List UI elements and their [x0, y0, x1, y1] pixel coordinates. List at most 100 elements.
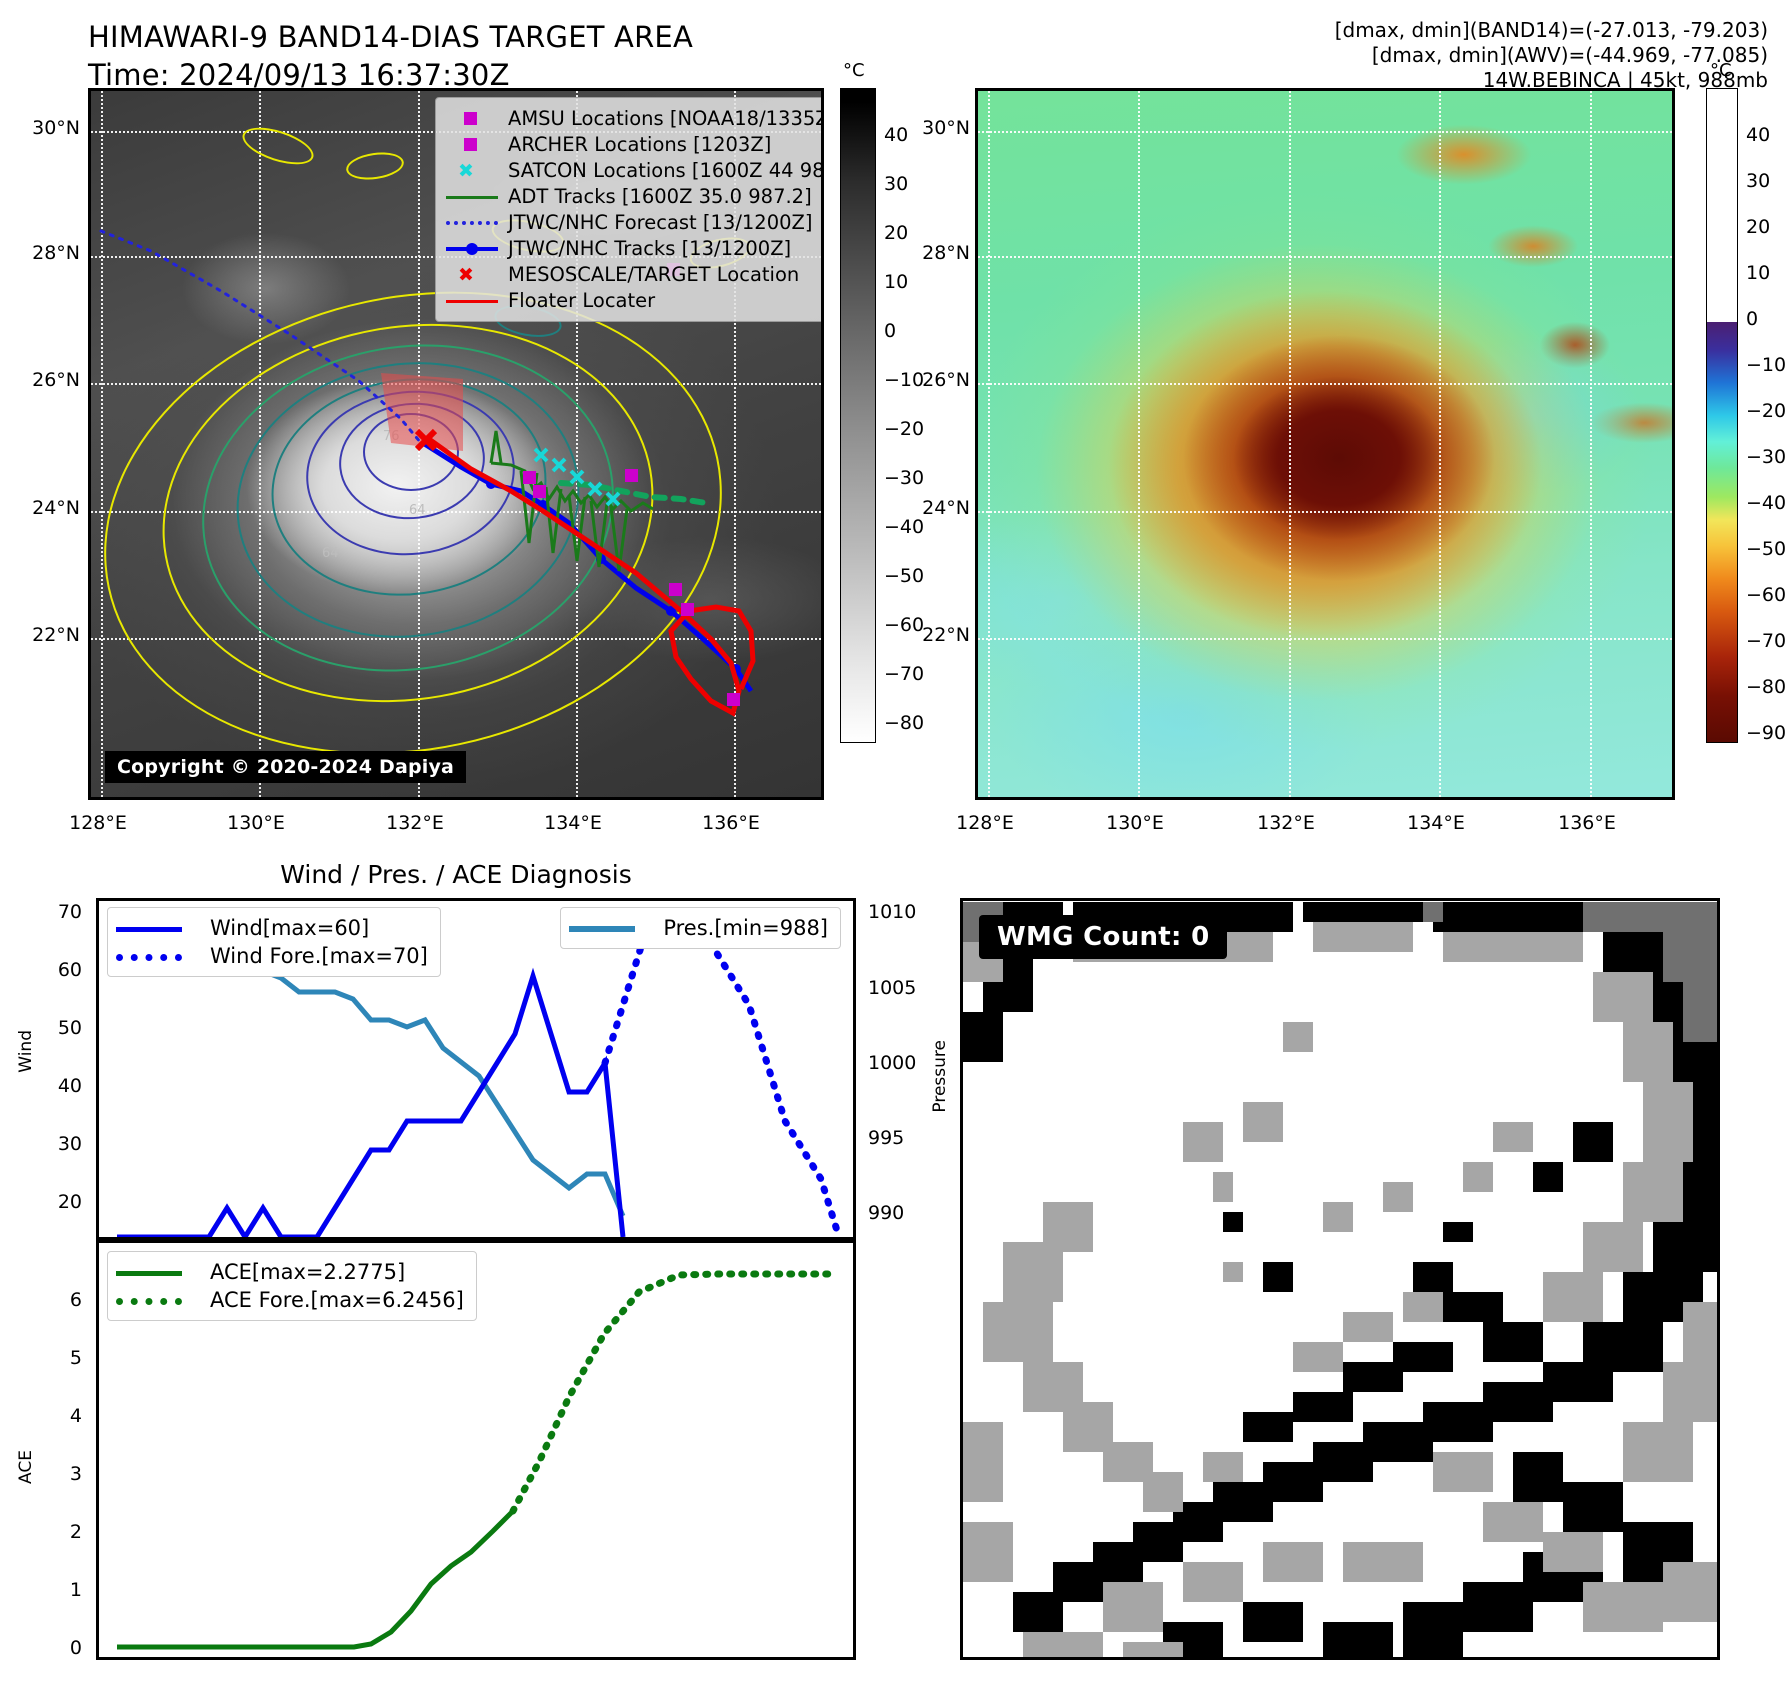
- ace-ytick-3: 3: [69, 1463, 82, 1485]
- wind-ytick-20: 20: [57, 1191, 82, 1213]
- cb-right-tick-m10: −10: [1746, 354, 1787, 376]
- ytick-right-28N: 28°N: [922, 242, 970, 264]
- ace-ytick-5: 5: [69, 1347, 82, 1369]
- cb-right-tick-m20: −20: [1746, 400, 1787, 422]
- wind-legend-swatch-dotted: [116, 942, 210, 970]
- legend-swatch-floater: [446, 287, 508, 313]
- enhanced-ir-map[interactable]: [975, 88, 1675, 800]
- copyright-badge: Copyright © 2020-2024 Dapiya: [105, 751, 467, 783]
- pres-ytick-1010: 1010: [868, 901, 917, 923]
- ytick-left-30N: 30°N: [32, 117, 80, 139]
- legend-row-archer: ARCHER Locations [1203Z]: [446, 131, 821, 157]
- xtick-left-134E: 134°E: [544, 812, 602, 834]
- cb-right-tick-m80: −80: [1746, 676, 1787, 698]
- legend-label-amsu: AMSU Locations [NOAA18/1335Z 43 989]: [508, 106, 824, 130]
- gridline-r-28N: [978, 256, 1672, 258]
- pres-ytick-995: 995: [868, 1127, 905, 1149]
- cb-left-tick-m70: −70: [884, 663, 925, 685]
- wind-legend-label-fore: Wind Fore.[max=70]: [210, 944, 428, 968]
- legend-row-adt: ADT Tracks [1600Z 35.0 987.2]: [446, 183, 821, 209]
- ace-legend: ACE[max=2.2775] ACE Fore.[max=6.2456]: [107, 1251, 477, 1321]
- dotted-line-icon: [116, 953, 182, 961]
- cb-left-tick-m30: −30: [884, 467, 925, 489]
- ace-legend-swatch-dotted: [116, 1286, 210, 1314]
- title-line-2: Time: 2024/09/13 16:37:30Z: [88, 58, 510, 92]
- wind-ytick-40: 40: [57, 1075, 82, 1097]
- ytick-right-30N: 30°N: [922, 117, 970, 139]
- ytick-left-22N: 22°N: [32, 624, 80, 646]
- ace-chart[interactable]: ACE[max=2.2775] ACE Fore.[max=6.2456]: [96, 1240, 856, 1660]
- pressure-axis-label: Pressure: [930, 1040, 950, 1113]
- cb-left-tick-20: 20: [884, 222, 909, 244]
- x-marker-icon: ✖: [458, 159, 474, 182]
- legend-row-forecast: JTWC/NHC Forecast [13/1200Z]: [446, 209, 821, 235]
- gridline-r-22N: [978, 638, 1672, 640]
- cb-right-tick-m30: −30: [1746, 446, 1787, 468]
- wind-pressure-chart[interactable]: Wind[max=60] Wind Fore.[max=70] Pres.[mi…: [96, 898, 856, 1240]
- dotted-line-icon: [446, 221, 498, 225]
- solid-line-icon: [446, 195, 498, 199]
- legend-row-mesoscale: ✖ MESOSCALE/TARGET Location: [446, 261, 821, 287]
- ace-legend-row-ace: ACE[max=2.2775]: [116, 1258, 464, 1286]
- diagnosis-title: Wind / Pres. / ACE Diagnosis: [280, 860, 632, 889]
- legend-swatch-forecast: [446, 209, 508, 235]
- contour-label-64b: 64: [409, 503, 426, 518]
- contour-label-64a: 64: [322, 546, 339, 561]
- wmg-count-badge: WMG Count: 0: [979, 915, 1228, 959]
- cb-left-tick-30: 30: [884, 173, 909, 195]
- cb-right-tick-m50: −50: [1746, 538, 1787, 560]
- wmg-map[interactable]: WMG Count: 0: [960, 898, 1720, 1660]
- cb-right-tick-10: 10: [1746, 262, 1771, 284]
- pressure-legend-swatch: [569, 914, 663, 942]
- cb-right-tick-m90: −90: [1746, 722, 1787, 744]
- legend-label-mesoscale: MESOSCALE/TARGET Location: [508, 262, 800, 286]
- wmg-mosaic: [963, 902, 1717, 1657]
- cb-right-tick-30: 30: [1746, 170, 1771, 192]
- colorbar-left: [840, 88, 876, 743]
- ytick-right-22N: 22°N: [922, 624, 970, 646]
- wind-legend-row-fore: Wind Fore.[max=70]: [116, 942, 428, 970]
- ytick-left-28N: 28°N: [32, 242, 80, 264]
- xtick-right-130E: 130°E: [1106, 812, 1164, 834]
- gridline-r-134E: [1439, 91, 1441, 797]
- pres-ytick-990: 990: [868, 1202, 905, 1224]
- cb-right-tick-0: 0: [1746, 308, 1759, 330]
- ace-ytick-1: 1: [69, 1579, 82, 1601]
- solid-line-icon: [116, 1270, 182, 1276]
- ace-legend-swatch-solid: [116, 1258, 210, 1286]
- xtick-left-130E: 130°E: [227, 812, 285, 834]
- enhanced-ir-image: [978, 91, 1672, 797]
- legend-row-satcon: ✖ SATCON Locations [1600Z 44 987]: [446, 157, 821, 183]
- colorbar-right-unit: °C: [1710, 60, 1732, 81]
- xtick-right-128E: 128°E: [956, 812, 1014, 834]
- ytick-left-26N: 26°N: [32, 369, 80, 391]
- pres-ytick-1000: 1000: [868, 1052, 917, 1074]
- ace-ytick-4: 4: [69, 1405, 82, 1427]
- gridline-r-128E: [988, 91, 990, 797]
- legend-swatch-adt: [446, 183, 508, 209]
- ace-plot: [117, 1270, 833, 1650]
- solid-line-icon: [116, 926, 182, 932]
- wind-legend-label-wind: Wind[max=60]: [210, 916, 370, 940]
- title-line-1: HIMAWARI-9 BAND14-DIAS TARGET AREA: [88, 20, 693, 54]
- legend-swatch-archer: [446, 131, 508, 157]
- square-marker-icon: [464, 137, 477, 151]
- x-marker-icon: ✖: [458, 263, 474, 286]
- ace-ytick-2: 2: [69, 1521, 82, 1543]
- gridline-128E: [101, 91, 103, 797]
- cb-left-tick-m20: −20: [884, 418, 925, 440]
- xtick-right-132E: 132°E: [1257, 812, 1315, 834]
- ace-axis-label: ACE: [16, 1450, 36, 1484]
- contour-blue-3: [363, 413, 459, 491]
- cb-left-tick-40: 40: [884, 124, 909, 146]
- ir-grayscale-map[interactable]: 76 64 64: [88, 88, 824, 800]
- wind-ytick-50: 50: [57, 1017, 82, 1039]
- ytick-left-24N: 24°N: [32, 497, 80, 519]
- cb-left-tick-m80: −80: [884, 712, 925, 734]
- page-title: HIMAWARI-9 BAND14-DIAS TARGET AREA Time:…: [88, 18, 693, 94]
- stat-band14: [dmax, dmin](BAND14)=(-27.013, -79.203): [1334, 18, 1768, 42]
- solid-line-icon: [446, 299, 498, 303]
- xtick-left-132E: 132°E: [386, 812, 444, 834]
- wind-legend-swatch-solid: [116, 914, 210, 942]
- square-marker-icon: [464, 111, 477, 125]
